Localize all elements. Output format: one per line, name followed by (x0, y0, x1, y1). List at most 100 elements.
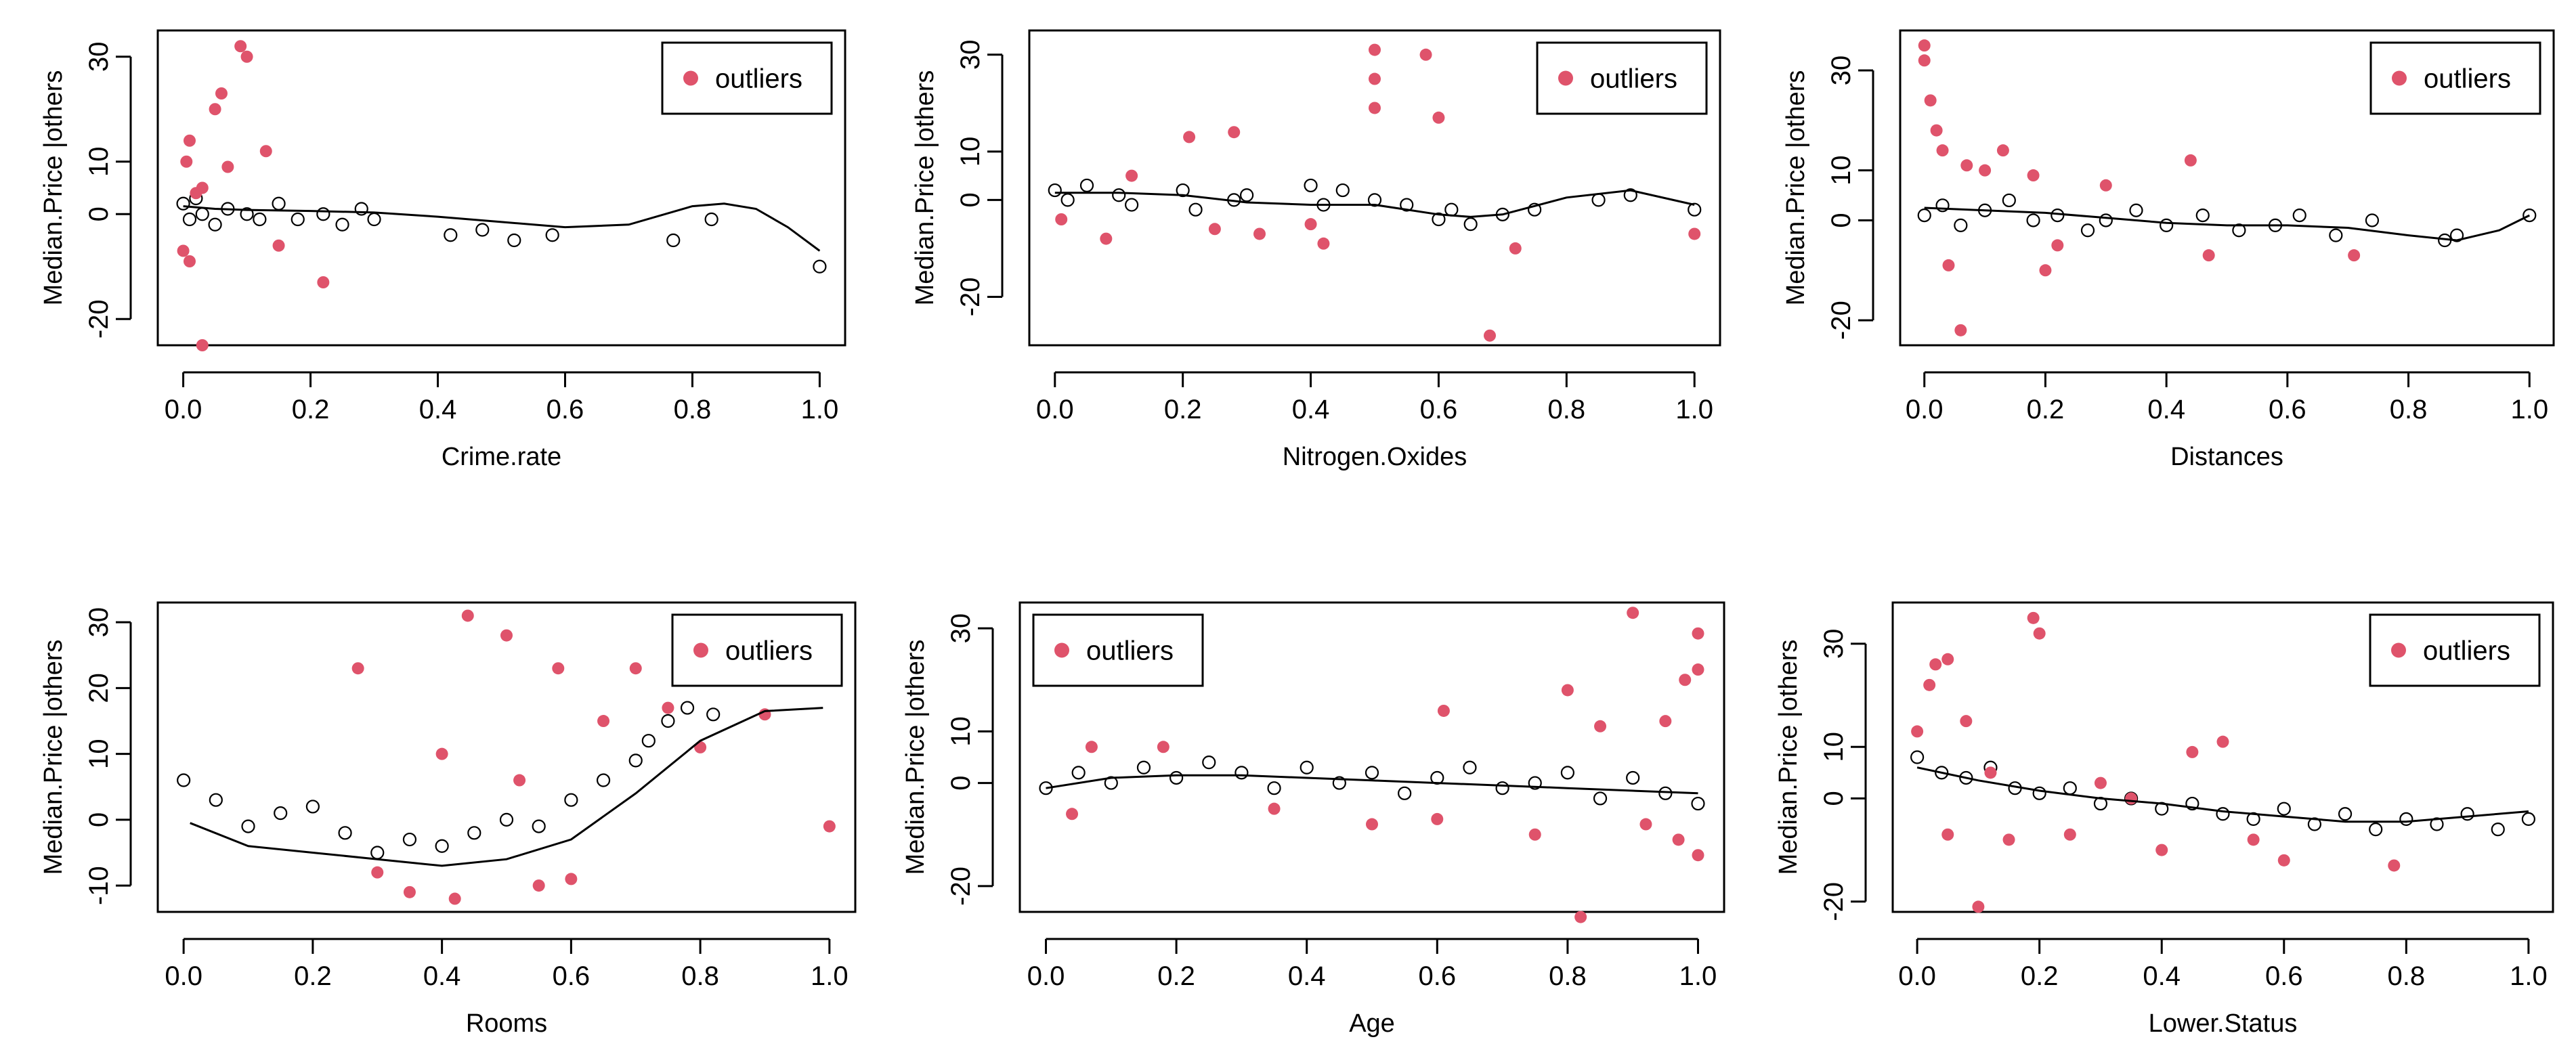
x-tick-label: 0.4 (419, 395, 457, 424)
legend: outliers (2369, 41, 2541, 115)
outlier-point (1936, 144, 1949, 157)
y-tick-label: 0 (956, 192, 985, 207)
outlier-point (215, 87, 228, 100)
panel-3: 0.0 0.2 0.4 0.6 0.8 1.0 Distances -20 0 10 30 Media… (1782, 29, 2555, 471)
outlier-point (629, 662, 642, 675)
outlier-point (513, 774, 526, 787)
data-point (316, 207, 330, 221)
data-point (2099, 213, 2113, 227)
outlier-point (1979, 164, 1992, 177)
outlier-point (180, 155, 193, 168)
data-point (596, 773, 611, 787)
data-point (1623, 188, 1637, 202)
outlier-point (234, 40, 247, 53)
x-tick-label: 0.8 (2388, 961, 2426, 991)
outlier-point (196, 181, 209, 194)
smooth-curve (1916, 766, 2529, 823)
x-tick-label: 0.6 (2265, 961, 2303, 991)
data-point (2365, 213, 2380, 227)
outlier-point (1366, 818, 1378, 831)
outlier-point (2027, 611, 2040, 624)
data-point (2026, 213, 2040, 227)
outlier-point (351, 662, 364, 675)
y-tick-label: 10 (1819, 732, 1849, 762)
legend-marker (1558, 70, 1573, 86)
panel-5: 0.0 0.2 0.4 0.6 0.8 1.0 Age -20 0 10 30 Median.Pric… (901, 601, 1725, 1038)
x-tick-label: 0.6 (2269, 395, 2306, 424)
y-tick-label: 30 (84, 42, 114, 72)
outlier-point (1304, 218, 1317, 231)
plot-frame (1018, 601, 1725, 913)
data-point (274, 806, 288, 821)
outlier-point (2388, 859, 2401, 872)
outlier-point (2099, 179, 2112, 192)
data-point (628, 753, 643, 768)
data-point (335, 217, 349, 232)
outlier-point (371, 866, 384, 879)
data-point (1432, 212, 1446, 227)
data-point (2338, 807, 2353, 821)
outlier-point (2277, 854, 2290, 867)
x-tick-label: 0.4 (423, 961, 461, 991)
outlier-point (1984, 766, 1997, 779)
x-tick-label: 0.2 (294, 961, 332, 991)
smooth-curve (1924, 206, 2530, 242)
data-point (1267, 781, 1281, 795)
plot-frame (1899, 29, 2555, 347)
data-point (1959, 770, 1973, 785)
legend-label: outliers (715, 64, 802, 94)
outlier-point (1228, 126, 1241, 139)
y-tick-label: -10 (84, 866, 114, 905)
data-point (1169, 770, 1184, 785)
legend-label: outliers (1590, 64, 1677, 94)
legend-marker (683, 70, 698, 86)
outlier-point (1911, 725, 1924, 738)
outlier-point (1317, 237, 1330, 250)
outlier-point (1972, 900, 1985, 913)
x-axis-label: Lower.Status (2149, 1009, 2298, 1038)
x-tick-label: 0.8 (1549, 961, 1587, 991)
x-axis-label: Rooms (466, 1009, 547, 1038)
x-tick-label: 1.0 (811, 961, 849, 991)
data-point (2216, 807, 2230, 821)
x-tick-label: 1.0 (1679, 961, 1717, 991)
outlier-point (2155, 844, 2168, 856)
outlier-point (2202, 249, 2215, 262)
x-tick-label: 0.4 (1292, 395, 1330, 424)
x-tick-label: 0.6 (1420, 395, 1458, 424)
outlier-point (2348, 249, 2361, 262)
data-point (1112, 188, 1126, 202)
x-axis-label: Distances (2170, 443, 2283, 471)
data-point (1935, 198, 1950, 213)
smooth-curve (1046, 774, 1698, 795)
outlier-point (1085, 741, 1098, 753)
outlier-point (448, 892, 461, 905)
x-tick-label: 1.0 (801, 395, 839, 424)
x-tick-label: 0.2 (292, 395, 330, 424)
outlier-point (1639, 818, 1652, 831)
panel-4: 0.0 0.2 0.4 0.6 0.8 1.0 Rooms -10 0 10 20 30 Median.… (39, 601, 857, 1038)
data-point (1528, 776, 1542, 790)
data-point (666, 233, 681, 248)
data-point (1910, 750, 1925, 764)
data-point (2080, 223, 2095, 238)
data-point (1240, 188, 1254, 202)
data-point (661, 714, 675, 728)
outlier-point (1929, 658, 1942, 671)
outlier-point (1688, 227, 1701, 240)
y-tick-label: 0 (1819, 791, 1849, 806)
data-point (1048, 183, 1062, 198)
data-point (176, 196, 190, 211)
x-axis-label: Age (1349, 1009, 1395, 1038)
legend-label: outliers (2423, 636, 2510, 666)
data-point (2232, 223, 2246, 238)
data-point (177, 773, 191, 787)
y-tick-label: 30 (1819, 629, 1849, 659)
outlier-point (1960, 159, 1973, 172)
outlier-point (1208, 223, 1221, 236)
smooth-curve (190, 707, 823, 867)
data-point (467, 826, 481, 840)
data-point (1658, 786, 1673, 800)
data-point (2523, 208, 2537, 223)
